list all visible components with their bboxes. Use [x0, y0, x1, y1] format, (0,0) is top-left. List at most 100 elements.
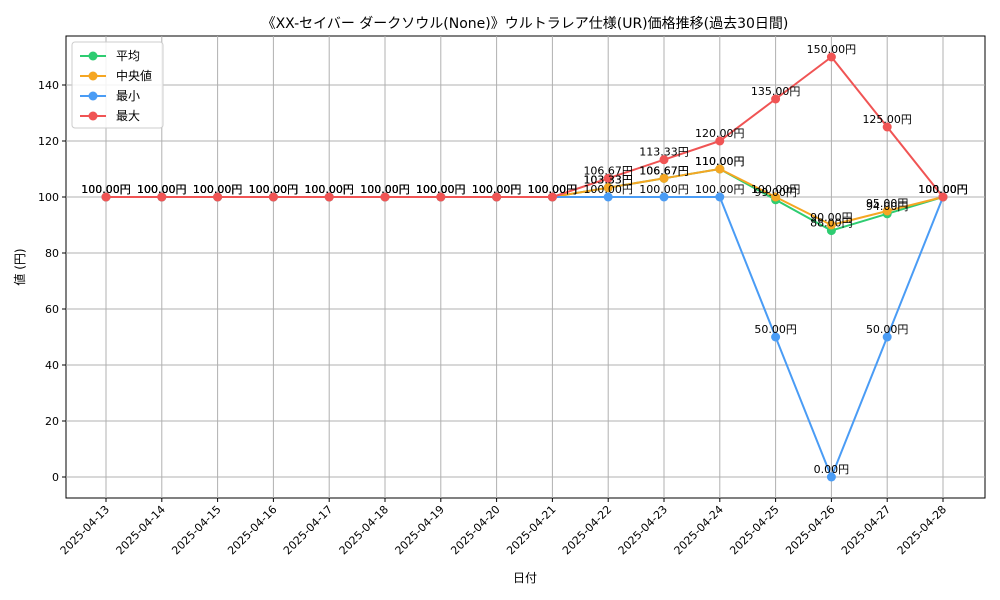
- x-axis-label: 日付: [513, 571, 537, 585]
- data-point: [268, 192, 278, 202]
- data-label: 100.00円: [193, 183, 243, 196]
- legend-swatch-marker: [88, 71, 98, 81]
- data-point: [826, 52, 836, 62]
- data-label: 100.00円: [416, 183, 466, 196]
- data-point: [771, 94, 781, 104]
- data-label: 100.00円: [304, 183, 354, 196]
- data-point: [826, 472, 836, 482]
- data-label: 100.00円: [81, 183, 131, 196]
- y-tick-label: 120: [38, 135, 59, 148]
- data-point: [547, 192, 557, 202]
- data-label: 100.00円: [528, 183, 578, 196]
- data-point: [492, 192, 502, 202]
- data-label: 100.00円: [360, 183, 410, 196]
- data-label: 100.00円: [193, 183, 243, 196]
- data-label: 100.00円: [137, 183, 187, 196]
- data-label: 100.00円: [416, 183, 466, 196]
- data-label: 100.00円: [472, 183, 522, 196]
- data-label: 100.00円: [137, 183, 187, 196]
- data-label: 100.00円: [249, 183, 299, 196]
- data-label: 100.00円: [81, 183, 131, 196]
- data-label: 100.00円: [360, 183, 410, 196]
- data-point: [659, 173, 669, 183]
- data-point: [603, 183, 613, 193]
- data-label: 100.00円: [528, 183, 578, 196]
- data-label: 100.00円: [193, 183, 243, 196]
- data-label: 100.00円: [249, 183, 299, 196]
- data-label: 113.33円: [639, 146, 689, 159]
- data-point: [101, 192, 111, 202]
- data-label: 100.00円: [193, 183, 243, 196]
- data-label: 100.00円: [695, 183, 745, 196]
- legend-label: 中央値: [116, 68, 152, 83]
- data-label: 135.00円: [751, 85, 801, 98]
- data-label: 100.00円: [304, 183, 354, 196]
- data-point: [213, 192, 223, 202]
- data-label: 100.00円: [416, 183, 466, 196]
- data-label: 100.00円: [249, 183, 299, 196]
- legend-item: 最小: [80, 89, 140, 103]
- y-tick-label: 0: [52, 471, 59, 484]
- data-label: 94.00円: [866, 200, 909, 213]
- legend-item: 最大: [80, 109, 140, 123]
- data-label: 100.00円: [639, 183, 689, 196]
- data-label: 50.00円: [754, 323, 797, 336]
- data-point: [882, 122, 892, 132]
- data-label: 100.00円: [918, 183, 968, 196]
- data-point: [715, 192, 725, 202]
- legend-swatch-marker: [88, 111, 98, 121]
- data-label: 100.00円: [360, 183, 410, 196]
- data-point: [715, 164, 725, 174]
- data-point: [603, 192, 613, 202]
- legend-label: 最大: [116, 109, 140, 123]
- data-point: [436, 192, 446, 202]
- data-point: [380, 192, 390, 202]
- data-point: [771, 192, 781, 202]
- y-tick-layer: 0 20 40 60 80 100 120 140: [38, 79, 66, 484]
- plot-area: [65, 35, 986, 499]
- series-layer: [101, 52, 948, 482]
- series-最大: [101, 52, 948, 202]
- legend-item: 平均: [80, 49, 140, 63]
- data-label: 100.00円: [304, 183, 354, 196]
- data-label: 125.00円: [862, 113, 912, 126]
- data-point: [715, 136, 725, 146]
- data-label: 100.00円: [472, 183, 522, 196]
- data-label: 100.00円: [918, 183, 968, 196]
- y-tick-label: 100: [38, 191, 59, 204]
- y-tick-label: 40: [45, 359, 59, 372]
- data-label: 100.00円: [137, 183, 187, 196]
- data-label-layer: 100.00円 100.00円 100.00円 100.00円 100.00円 100.0…: [81, 43, 968, 476]
- data-label: 99.00円: [754, 186, 797, 199]
- data-label: 100.00円: [416, 183, 466, 196]
- data-point: [882, 332, 892, 342]
- data-label: 100.00円: [583, 183, 633, 196]
- data-label: 106.67円: [639, 164, 689, 177]
- data-point: [659, 155, 669, 165]
- data-label: 100.00円: [528, 183, 578, 196]
- data-point: [324, 192, 334, 202]
- data-point: [826, 220, 836, 230]
- data-label: 50.00円: [866, 323, 909, 336]
- y-tick-label: 20: [45, 415, 59, 428]
- legend-swatch-marker: [88, 51, 98, 61]
- data-point: [603, 173, 613, 183]
- legend-item: 中央値: [80, 68, 152, 83]
- chart-title: 《XX-セイバー ダークソウル(None)》ウルトラレア仕様(UR)価格推移(過…: [262, 16, 789, 32]
- data-label: 100.00円: [751, 183, 801, 196]
- y-axis-label: 値 (円): [12, 248, 27, 285]
- data-label: 106.67円: [583, 164, 633, 177]
- data-label: 100.00円: [137, 183, 187, 196]
- data-label: 100.00円: [360, 183, 410, 196]
- data-label: 100.00円: [472, 183, 522, 196]
- data-point: [771, 332, 781, 342]
- data-label: 100.00円: [81, 183, 131, 196]
- data-label: 0.00円: [814, 463, 850, 476]
- data-label: 100.00円: [472, 183, 522, 196]
- data-label: 110.00円: [695, 155, 745, 168]
- data-label: 100.00円: [304, 183, 354, 196]
- data-label: 150.00円: [807, 43, 857, 56]
- y-tick-label: 80: [45, 247, 59, 260]
